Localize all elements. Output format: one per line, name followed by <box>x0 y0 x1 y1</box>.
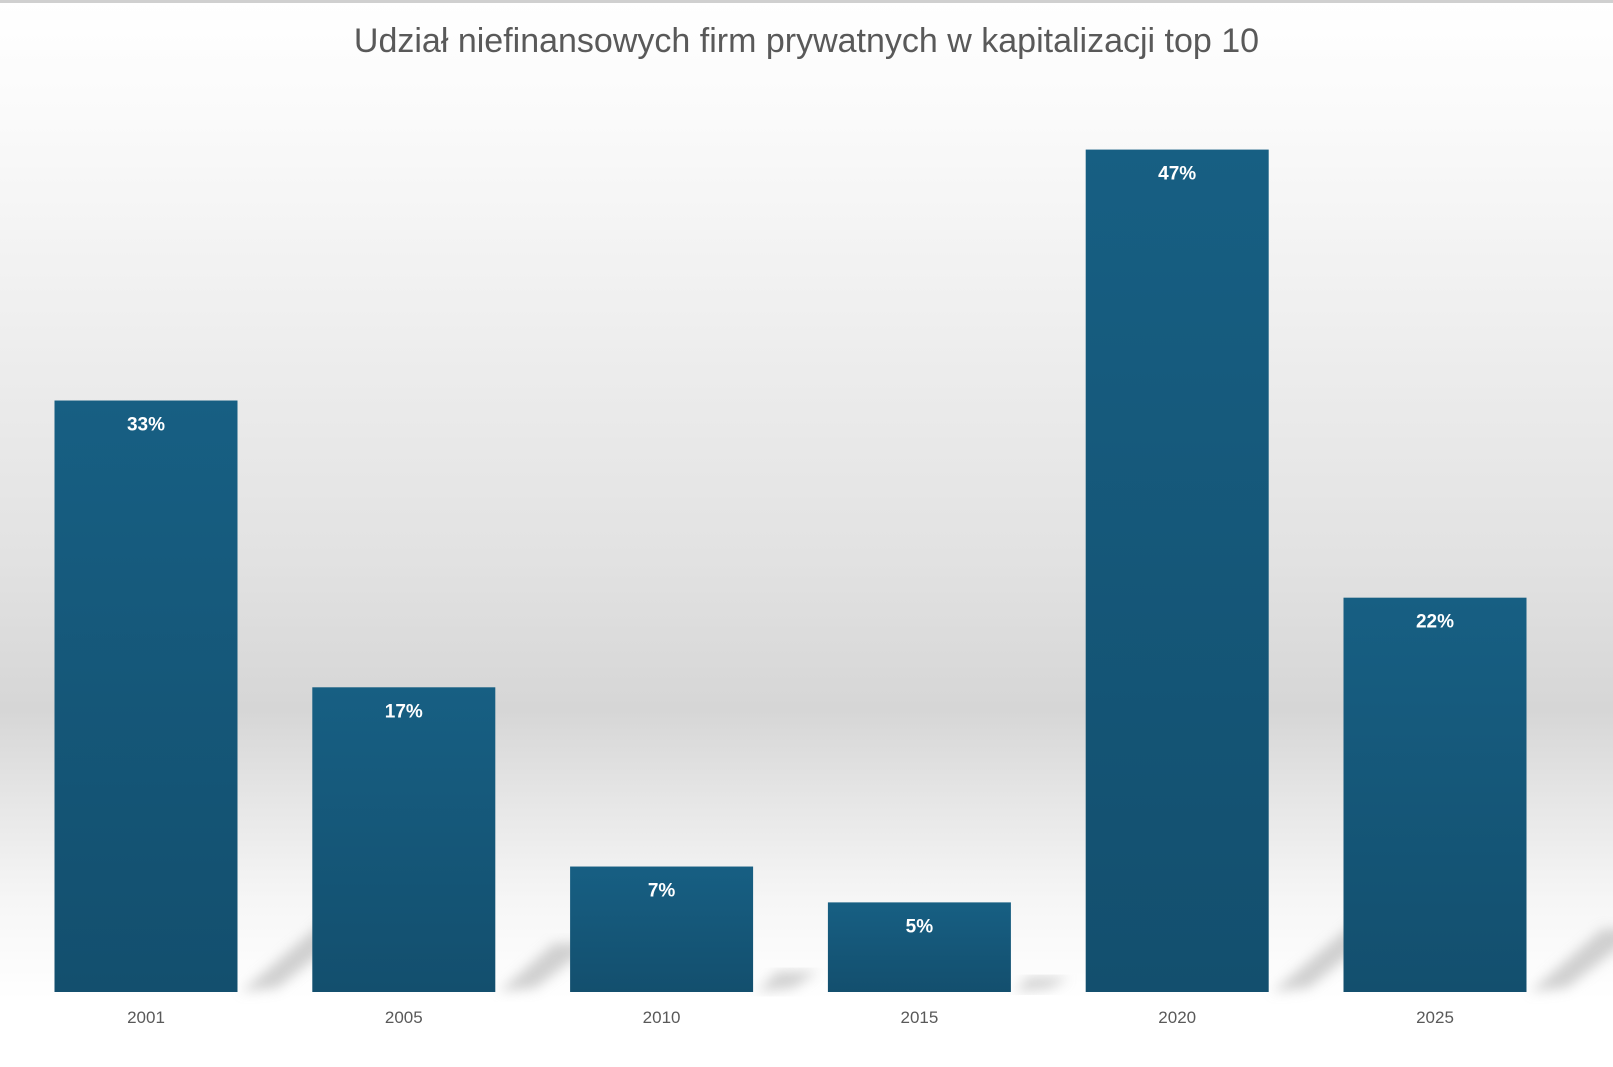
bar-2005 <box>312 687 496 992</box>
data-label-2005: 17% <box>385 701 423 722</box>
data-label-2025: 22% <box>1416 612 1454 633</box>
top-border-line <box>0 0 1613 3</box>
bar-2025 <box>1343 597 1527 992</box>
bar-2015 <box>827 902 1011 992</box>
x-tick-label-2025: 2025 <box>1416 1008 1454 1027</box>
x-tick-label-2020: 2020 <box>1158 1008 1196 1027</box>
x-tick-label-2015: 2015 <box>900 1008 938 1027</box>
data-label-2015: 5% <box>906 916 934 937</box>
bars-group <box>54 149 1527 993</box>
bar-2010 <box>570 866 754 992</box>
bar-2001 <box>54 400 238 992</box>
bar-shadow-2005 <box>495 943 594 992</box>
data-labels-group: 33% 17% 7% 5% 47% 22% <box>127 164 1454 938</box>
x-tick-label-2001: 2001 <box>127 1008 165 1027</box>
bar-shadow-2015 <box>1010 977 1069 992</box>
data-label-2010: 7% <box>648 881 676 902</box>
chart-title: Udział niefinansowych firm prywatnych w … <box>353 22 1260 60</box>
x-tick-label-2010: 2010 <box>643 1008 681 1027</box>
data-label-2001: 33% <box>127 415 165 436</box>
bar-shadow-2010 <box>753 971 818 992</box>
data-label-2020: 47% <box>1158 164 1196 185</box>
bar-shadow-2025 <box>1526 928 1613 992</box>
x-tick-label-2005: 2005 <box>385 1008 423 1027</box>
x-axis-ticks: 2001 2005 2010 2015 2020 2025 <box>127 1008 1454 1027</box>
bar-2020 <box>1085 149 1269 993</box>
